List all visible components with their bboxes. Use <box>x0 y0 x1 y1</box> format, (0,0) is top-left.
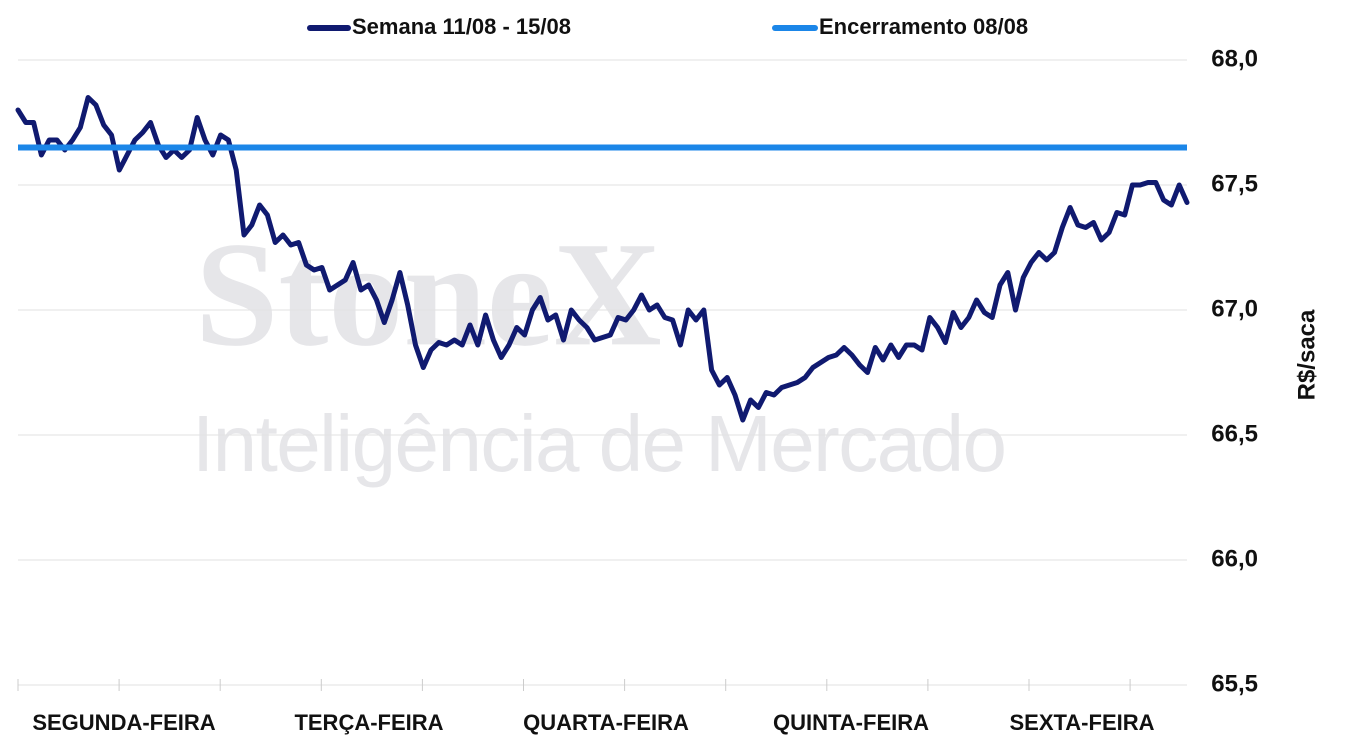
series-line <box>15 95 1190 423</box>
x-tick-label: SEGUNDA-FEIRA <box>32 710 215 735</box>
y-tick-label: 67,5 <box>1211 170 1258 197</box>
x-tick-label: TERÇA-FEIRA <box>294 710 443 735</box>
y-tick-label: 66,0 <box>1211 545 1258 572</box>
watermark: Inteligência de Mercado <box>192 399 1007 488</box>
legend-label: Encerramento 08/08 <box>819 14 1028 39</box>
x-tick-label: QUARTA-FEIRA <box>523 710 689 735</box>
y-axis-label: R$/saca <box>1293 309 1320 400</box>
x-tick-label: QUINTA-FEIRA <box>773 710 929 735</box>
legend-label: Semana 11/08 - 15/08 <box>352 14 571 39</box>
y-tick-label: 67,0 <box>1211 295 1258 322</box>
y-tick-label: 65,5 <box>1211 670 1258 697</box>
x-tick-label: SEXTA-FEIRA <box>1009 710 1154 735</box>
y-tick-label: 66,5 <box>1211 420 1258 447</box>
y-tick-label: 68,0 <box>1211 45 1258 72</box>
